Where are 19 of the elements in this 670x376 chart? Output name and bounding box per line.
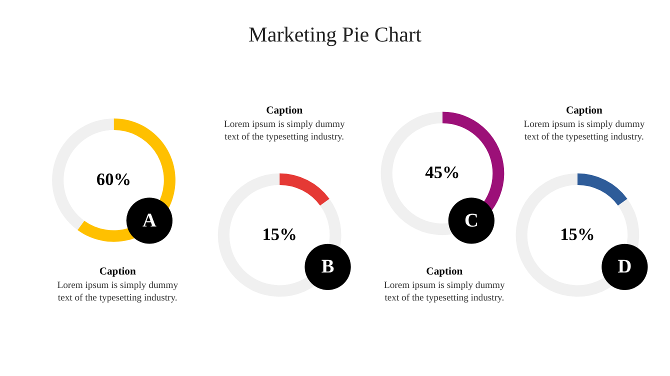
data-label: 60% xyxy=(96,170,132,189)
text: Caption xyxy=(266,106,303,117)
text: Lorem ipsum is simply dummy text of the typesetting industry. xyxy=(384,280,506,304)
text: B xyxy=(321,256,334,278)
donut-slice xyxy=(280,173,330,206)
data-label: 15% xyxy=(262,224,297,244)
donut-slice xyxy=(577,173,628,206)
text: D xyxy=(618,256,632,278)
text: Caption xyxy=(99,266,136,278)
text: Caption xyxy=(426,266,463,278)
data-label: 45% xyxy=(425,163,460,182)
data-label: 15% xyxy=(560,224,595,244)
text: Lorem ipsum is simply dummy text of the typesetting industry. xyxy=(57,280,178,304)
text: Caption xyxy=(566,106,603,117)
text: Lorem ipsum is simply dummy text of the typesetting industry. xyxy=(524,119,645,143)
text: C xyxy=(464,210,478,232)
text: A xyxy=(142,210,156,232)
text: Marketing Pie Chart xyxy=(248,22,422,46)
text: Lorem ipsum is simply dummy text of the typesetting industry. xyxy=(224,119,345,143)
